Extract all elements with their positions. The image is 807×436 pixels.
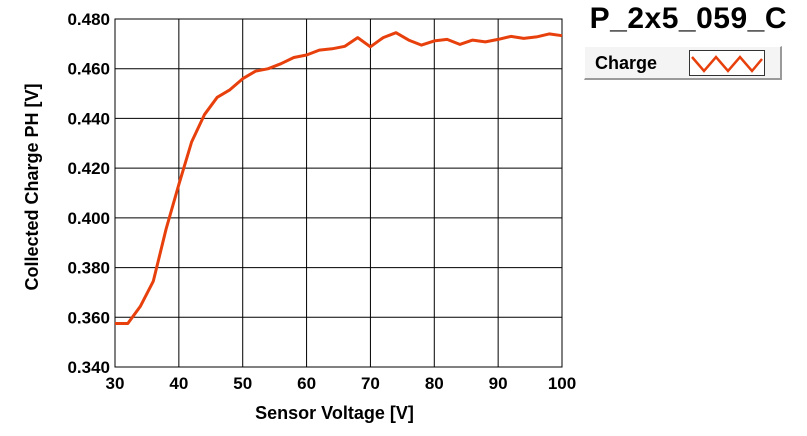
y-tick-label: 0.340 xyxy=(67,358,110,377)
x-tick-label: 100 xyxy=(548,374,576,393)
plot-area xyxy=(115,19,562,367)
series-line-charge xyxy=(115,31,563,325)
x-tick-label: 50 xyxy=(233,374,252,393)
y-tick-label: 0.460 xyxy=(67,60,110,79)
y-tick-label: 0.360 xyxy=(67,308,110,327)
y-tick-label: 0.400 xyxy=(67,209,110,228)
y-axis-label: Collected Charge PH [V] xyxy=(22,83,42,290)
y-tick-label: 0.480 xyxy=(67,10,110,29)
x-tick-label: 90 xyxy=(489,374,508,393)
legend[interactable]: Charge xyxy=(584,46,782,80)
chart-title: P_2x5_059_C xyxy=(589,2,787,35)
x-axis-label: Sensor Voltage [V] xyxy=(255,403,414,423)
y-tick-label: 0.380 xyxy=(67,259,110,278)
legend-swatch xyxy=(689,50,765,76)
y-tick-label: 0.420 xyxy=(67,159,110,178)
x-tick-label: 80 xyxy=(425,374,444,393)
plot-frame xyxy=(114,18,563,368)
legend-line-icon xyxy=(691,55,763,73)
x-tick-label: 40 xyxy=(169,374,188,393)
legend-label-charge: Charge xyxy=(595,53,658,73)
y-tick-label: 0.440 xyxy=(67,109,110,128)
x-tick-label: 60 xyxy=(297,374,316,393)
x-tick-label: 70 xyxy=(361,374,380,393)
x-tick-label: 30 xyxy=(106,374,125,393)
